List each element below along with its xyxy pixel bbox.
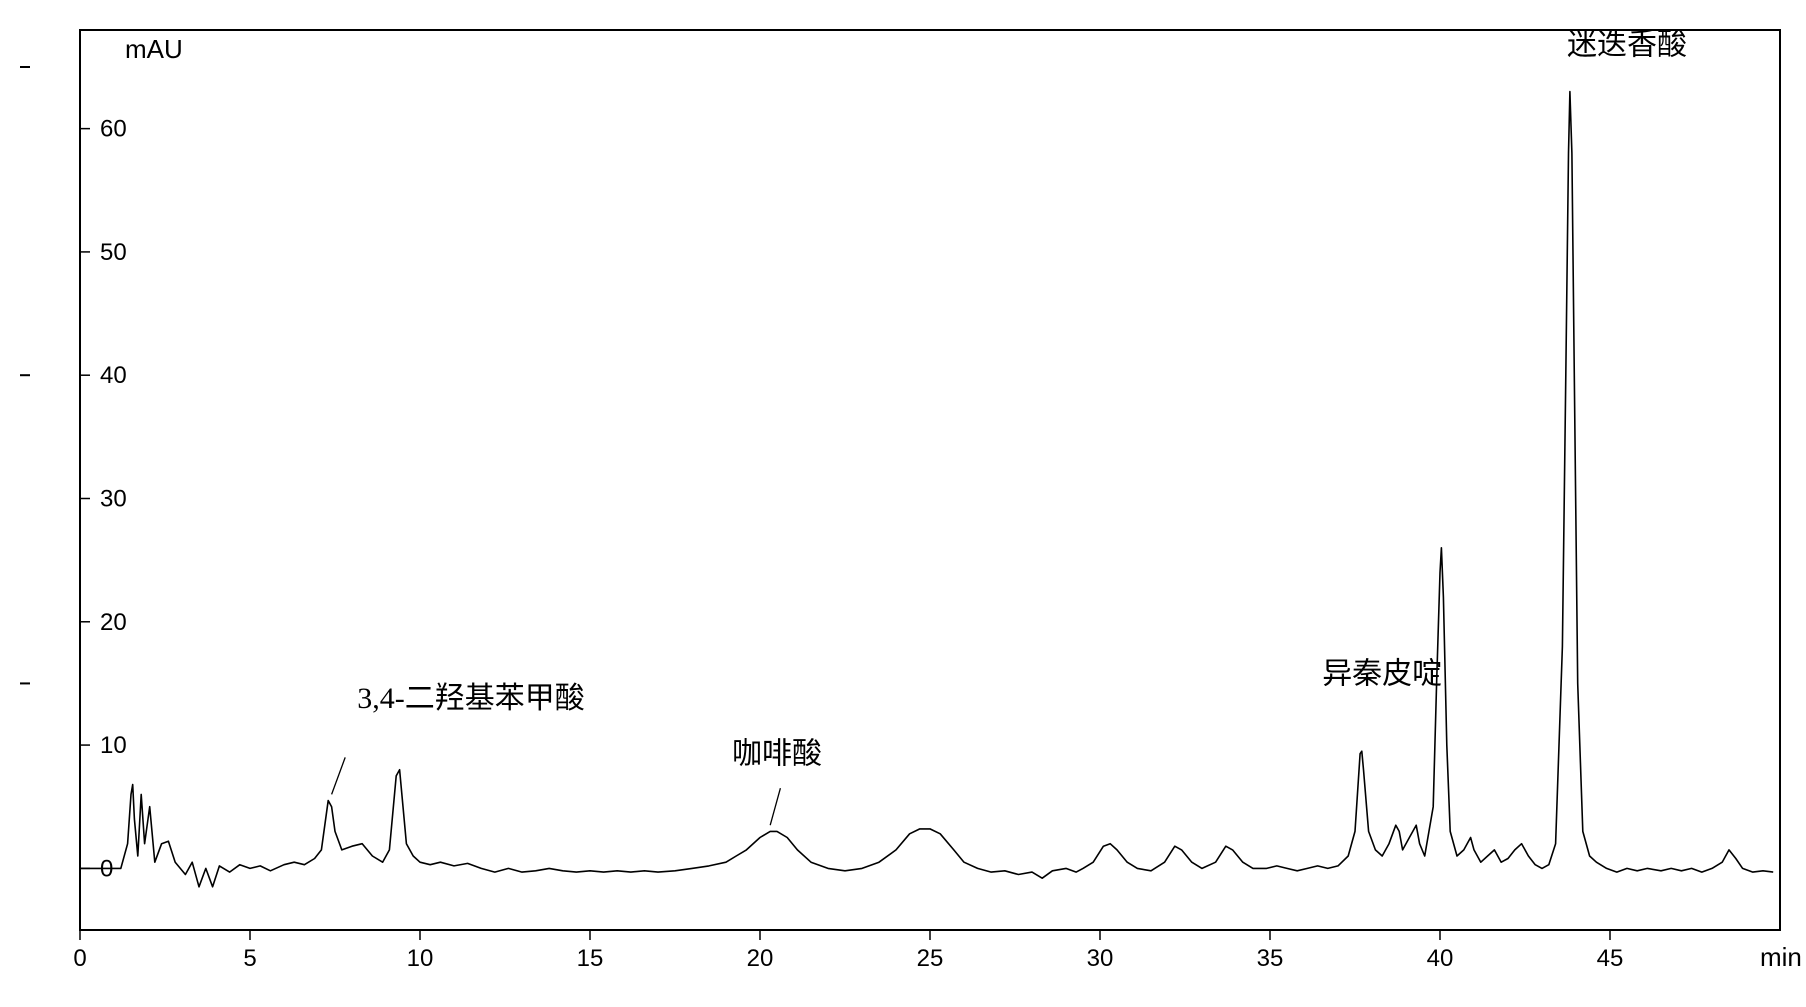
label-rosmarinic: 迷迭香酸	[1567, 29, 1687, 62]
chromatogram-trace	[80, 92, 1773, 887]
x-axis-unit: min	[1760, 942, 1802, 972]
x-tick-label: 15	[577, 945, 604, 972]
y-axis-unit: mAU	[125, 34, 183, 64]
x-tick-label: 30	[1087, 945, 1114, 972]
label-34dhba-leader	[332, 757, 346, 794]
x-tick-label: 45	[1597, 945, 1624, 972]
chart-svg: 051015202530354045min0102030405060mAU3,4…	[0, 0, 1806, 1007]
x-tick-label: 20	[747, 945, 774, 972]
label-caffeic-leader	[770, 788, 780, 825]
y-tick-label: 50	[100, 239, 127, 266]
x-tick-label: 10	[407, 945, 434, 972]
plot-frame	[80, 30, 1780, 930]
y-tick-label: 30	[100, 485, 127, 512]
x-tick-label: 40	[1427, 945, 1454, 972]
x-tick-label: 25	[917, 945, 944, 972]
x-tick-label: 0	[73, 945, 86, 972]
label-34dhba: 3,4-二羟基苯甲酸	[357, 682, 585, 715]
x-tick-label: 35	[1257, 945, 1284, 972]
y-tick-label: 20	[100, 609, 127, 636]
x-tick-label: 5	[243, 945, 256, 972]
label-caffeic: 咖啡酸	[732, 738, 822, 771]
y-tick-label: 60	[100, 116, 127, 143]
y-tick-label: 40	[100, 362, 127, 389]
y-tick-label: 10	[100, 732, 127, 759]
chromatogram-chart: { "chart": { "type": "line", "canvas": {…	[0, 0, 1806, 1007]
label-isotaxine: 异秦皮啶	[1322, 657, 1442, 690]
